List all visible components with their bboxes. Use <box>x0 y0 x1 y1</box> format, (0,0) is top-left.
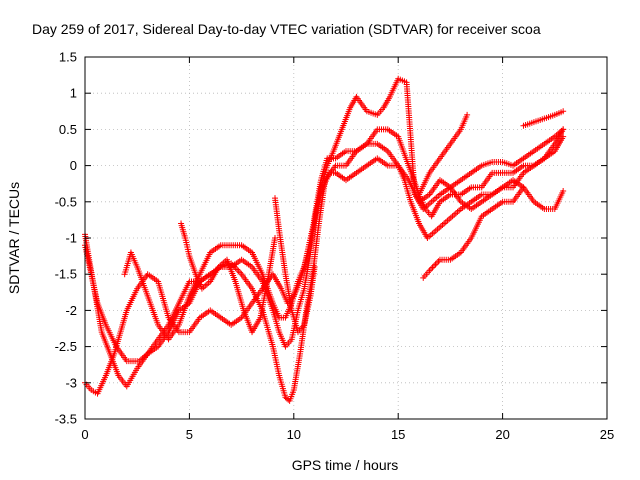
data-point <box>311 263 318 270</box>
data-point <box>520 184 527 191</box>
y-tick-label: -3.5 <box>55 412 77 427</box>
y-tick-label: 0 <box>70 158 77 173</box>
data-series <box>121 155 567 343</box>
data-point <box>560 108 567 115</box>
data-point <box>435 258 442 265</box>
data-point <box>560 133 567 140</box>
data-series <box>416 111 471 198</box>
x-tick-label: 25 <box>600 427 614 442</box>
y-tick-label: -1.5 <box>55 267 77 282</box>
y-tick-label: 0.5 <box>59 122 77 137</box>
x-tick-label: 0 <box>81 427 88 442</box>
chart-title: Day 259 of 2017, Sidereal Day-to-day VTE… <box>32 21 541 37</box>
axis-ticks: 0 5 10 15 20 25 -3.5 -3 -2.5 -2 -1.5 -1 -0.5 0 0.5 1 1.5 <box>55 50 615 443</box>
data-point <box>429 264 436 271</box>
y-tick-label: -2 <box>65 303 77 318</box>
y-tick-label: 1 <box>70 86 77 101</box>
x-tick-label: 15 <box>391 427 405 442</box>
data-point <box>428 266 435 273</box>
y-tick-label: -3 <box>65 375 77 390</box>
data-point <box>433 259 440 266</box>
y-tick-label: -2.5 <box>55 339 77 354</box>
x-tick-label: 5 <box>186 427 193 442</box>
data-series <box>272 195 318 336</box>
data-point <box>464 111 471 118</box>
data-point <box>235 268 242 275</box>
data-point <box>272 235 279 241</box>
x-tick-label: 10 <box>287 427 301 442</box>
data-points <box>82 75 567 404</box>
y-tick-label: -0.5 <box>55 194 77 209</box>
x-tick-label: 20 <box>495 427 509 442</box>
x-axis-label: GPS time / hours <box>292 457 399 473</box>
data-point <box>432 261 439 268</box>
y-tick-label: 1.5 <box>59 50 77 65</box>
data-point <box>560 187 567 194</box>
data-series <box>520 108 567 129</box>
y-tick-label: -1 <box>65 231 77 246</box>
data-point <box>560 126 567 133</box>
data-series <box>82 133 567 404</box>
data-point <box>430 262 437 269</box>
data-series <box>178 220 279 336</box>
data-series <box>420 184 527 281</box>
grid-lines <box>85 57 607 419</box>
data-point <box>237 269 244 276</box>
y-axis-label: SDTVAR / TECUs <box>6 182 22 294</box>
